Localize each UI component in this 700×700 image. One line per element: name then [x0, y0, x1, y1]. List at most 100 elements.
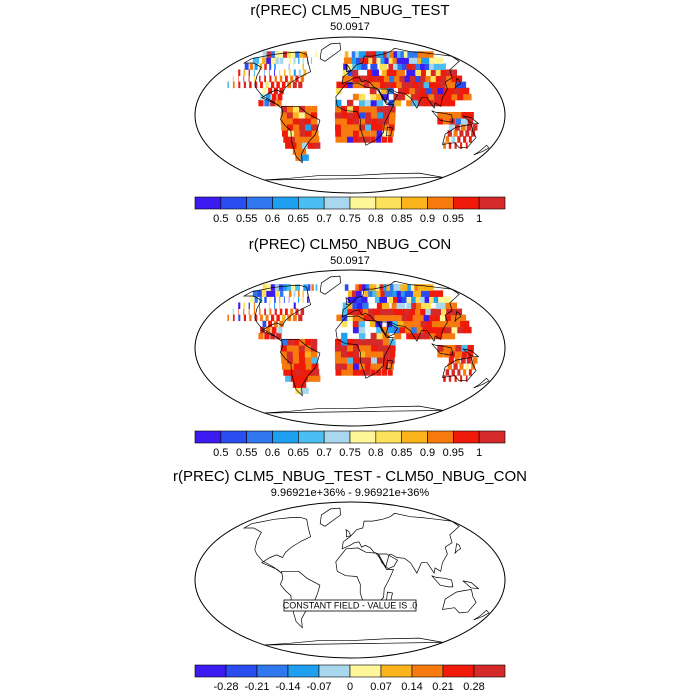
data-cell: [389, 308, 397, 316]
coastlines: [242, 275, 490, 414]
colorbar-tick-label: 0.95: [443, 213, 464, 225]
data-cell: [274, 302, 275, 309]
data-cell: [461, 112, 468, 119]
data-cell: [363, 314, 371, 322]
colorbar-swatch: [323, 196, 351, 210]
data-cell: [257, 290, 264, 297]
data-cell: [279, 87, 284, 95]
colorbar-tick-label: 0.7: [317, 447, 332, 459]
data-cell: [359, 345, 366, 352]
data-cell: [244, 63, 249, 70]
data-cell: [412, 99, 420, 107]
data-cell: [460, 375, 463, 382]
data-cell: [407, 314, 416, 322]
data-cell: [352, 302, 359, 309]
data-cell: [343, 63, 348, 70]
data-cell: [363, 81, 371, 89]
data-cell: [271, 314, 275, 322]
data-cell: [232, 75, 234, 83]
data-cell: [394, 332, 402, 340]
colorbar-tick-label: 0.8: [368, 447, 383, 459]
data-cell: [399, 93, 407, 101]
data-cell: [358, 326, 366, 334]
data-cell: [355, 284, 361, 291]
data-cell: [292, 345, 300, 352]
data-cell: [388, 99, 396, 107]
data-cell: [298, 314, 303, 322]
data-cell: [295, 284, 300, 291]
data-cell: [383, 75, 392, 83]
coastline: [280, 105, 321, 164]
data-cell: [457, 93, 466, 101]
data-cell: [365, 357, 372, 364]
data-cell: [365, 112, 372, 119]
data-cell: [334, 345, 342, 352]
data-cell: [305, 338, 312, 346]
data-cell: [302, 142, 310, 149]
colorbar-tick-label: 0.9: [420, 213, 435, 225]
data-cell: [232, 81, 235, 89]
data-cell: [341, 136, 348, 143]
data-cell: [353, 130, 360, 137]
colorbar-tick-label: 0.5: [213, 213, 228, 225]
data-cell: [285, 308, 288, 316]
data-cell: [377, 112, 384, 119]
data-cell: [429, 290, 444, 297]
data-cell: [388, 296, 397, 303]
data-cell: [431, 320, 441, 328]
data-cell: [393, 93, 401, 101]
data-cell: [307, 142, 315, 149]
data-cell: [437, 345, 444, 352]
data-cell: [394, 75, 403, 83]
data-cell: [274, 63, 276, 70]
data-cell: [365, 124, 372, 131]
data-cell: [388, 63, 397, 70]
data-cell: [269, 63, 272, 70]
data-cell: [310, 345, 318, 352]
data-cell: [342, 308, 348, 316]
data-cell: [281, 124, 289, 131]
data-cell: [259, 69, 260, 76]
colorbar-swatch: [411, 664, 444, 678]
data-cell: [420, 75, 430, 83]
data-cell: [264, 308, 266, 316]
data-cell: [335, 87, 342, 95]
data-cell: [383, 308, 392, 316]
data-cell: [460, 142, 463, 149]
data-cell: [422, 326, 431, 334]
data-cell: [276, 99, 282, 107]
data-cell: [456, 314, 467, 322]
data-cell: [378, 308, 386, 316]
data-cell: [341, 320, 348, 328]
data-cell: [264, 296, 267, 303]
data-cell: [347, 63, 353, 70]
data-cell: [467, 112, 474, 119]
data-cell: [364, 57, 371, 64]
panel-title: r(PREC) CLM5_NBUG_TEST - CLM50_NBUG_CON: [173, 468, 527, 485]
data-cell: [280, 112, 288, 119]
data-cell: [243, 81, 246, 89]
data-cell: [389, 112, 396, 119]
data-cell: [358, 136, 365, 143]
data-cell: [370, 93, 377, 101]
data-cell: [454, 357, 460, 364]
data-cell: [254, 81, 258, 89]
data-cell: [370, 363, 377, 370]
data-cell: [238, 314, 241, 322]
colorbar-tick-label: -0.14: [275, 681, 300, 693]
data-cell: [435, 308, 446, 316]
data-cell: [300, 308, 305, 316]
data-cell: [377, 351, 384, 358]
data-cell: [454, 142, 457, 149]
data-cell: [437, 118, 444, 125]
data-cell: [289, 369, 297, 376]
data-cell: [415, 75, 424, 83]
data-cell: [281, 314, 286, 322]
data-cell: [443, 375, 446, 382]
data-cell: [353, 118, 360, 125]
colorbar-tick-label: -0.28: [213, 681, 238, 693]
data-cell: [399, 75, 408, 83]
data-cell: [276, 81, 280, 89]
coastline: [386, 591, 393, 602]
data-cell: [302, 63, 304, 70]
